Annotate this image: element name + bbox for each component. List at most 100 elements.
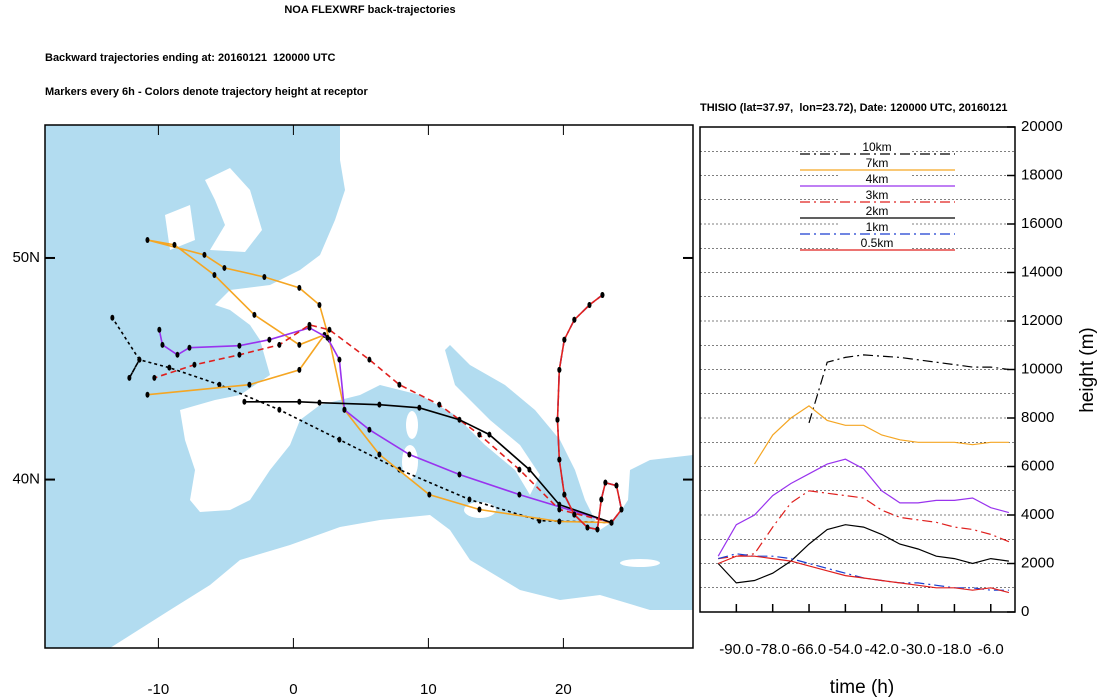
line-series — [717, 458, 1010, 557]
figure-title: NOA FLEXWRF back-trajectories — [284, 4, 455, 16]
trajectory-marker — [562, 491, 567, 498]
x-tick-label: 10 — [420, 681, 437, 698]
trajectory-marker — [367, 426, 372, 433]
trajectory-marker — [327, 326, 332, 333]
x-axis-label: time (h) — [830, 677, 894, 698]
y-tick-label: 18000 — [1021, 166, 1063, 183]
trajectory-marker — [457, 471, 462, 478]
trajectory-marker — [599, 496, 604, 503]
y-tick-label: 8000 — [1021, 409, 1054, 426]
legend-background — [852, 143, 902, 152]
y-tick-label: 2000 — [1021, 554, 1054, 571]
legend-label: 0.5km — [861, 236, 894, 250]
trajectory-marker — [242, 398, 247, 405]
trajectory-marker — [237, 351, 242, 358]
y-tick-label: 0 — [1021, 603, 1029, 620]
y-tick-label: 10000 — [1021, 360, 1063, 377]
x-tick-label: -30.0 — [901, 641, 935, 658]
legend-label: 4km — [866, 172, 889, 186]
x-tick-label: -78.0 — [756, 641, 790, 658]
trajectory-marker — [557, 518, 562, 525]
y-axis-label: height (m) — [1077, 327, 1098, 413]
trajectory-marker — [572, 316, 577, 323]
trajectory-marker — [437, 401, 442, 408]
trajectory-marker — [377, 401, 382, 408]
trajectory-marker — [152, 374, 157, 381]
trajectory-marker — [517, 466, 522, 473]
trajectory-marker — [167, 364, 172, 371]
legend-background — [852, 223, 902, 232]
legend-label: 3km — [866, 188, 889, 202]
y-tick-label: 40N — [12, 471, 40, 488]
trajectory — [244, 401, 612, 524]
trajectory-marker — [367, 356, 372, 363]
trajectory-marker — [377, 451, 382, 458]
trajectory — [556, 294, 623, 531]
trajectory-marker — [277, 341, 282, 348]
trajectory-marker — [297, 341, 302, 348]
trajectory-marker — [572, 511, 577, 518]
land-ireland — [165, 205, 195, 250]
land-corsica — [406, 411, 418, 439]
trajectory-marker — [187, 344, 192, 351]
land-africa — [110, 515, 693, 648]
legend-label: 7km — [866, 156, 889, 170]
trajectory-marker — [585, 524, 590, 531]
trajectory-marker — [145, 391, 150, 398]
trajectory-marker — [477, 431, 482, 438]
trajectory-marker — [527, 466, 532, 473]
panel-title: THISIO (lat=37.97, lon=23.72), Date: 120… — [700, 102, 1008, 114]
map-frame — [44, 124, 694, 649]
trajectory-marker — [247, 381, 252, 388]
trajectory-marker — [609, 519, 614, 526]
x-tick-label: 0 — [289, 681, 297, 698]
x-tick-label: 20 — [555, 681, 572, 698]
x-tick-label: -10 — [148, 681, 170, 698]
x-tick-label: -54.0 — [828, 641, 862, 658]
trajectory-marker — [137, 356, 142, 363]
y-tick-label: 50N — [12, 249, 40, 266]
trajectory-marker — [555, 416, 560, 423]
x-tick-label: -18.0 — [937, 641, 971, 658]
trajectory-marker — [619, 506, 624, 513]
y-tick-label: 14000 — [1021, 263, 1063, 280]
trajectory-marker — [160, 341, 165, 348]
legend-background — [852, 191, 902, 200]
legend-background — [852, 207, 902, 216]
legend-label: 2km — [866, 204, 889, 218]
trajectory-marker — [562, 336, 567, 343]
y-tick-label: 20000 — [1021, 118, 1063, 135]
line-series — [753, 405, 1009, 465]
x-tick-label: -90.0 — [719, 641, 753, 658]
trajectory-marker — [317, 301, 322, 308]
x-tick-label: -42.0 — [865, 641, 899, 658]
legend-background — [852, 175, 902, 184]
legend-label: 10km — [862, 140, 891, 154]
trajectory-marker — [407, 451, 412, 458]
trajectory-marker — [614, 482, 619, 489]
trajectory-marker — [337, 356, 342, 363]
land-europe — [180, 125, 693, 530]
legend-label: 1km — [866, 220, 889, 234]
trajectory-marker — [222, 264, 227, 271]
trajectory-marker — [557, 506, 562, 513]
trajectory-marker — [262, 274, 267, 281]
trajectory-marker — [325, 334, 330, 341]
trajectory-marker — [317, 399, 322, 406]
trajectory-marker — [427, 491, 432, 498]
trajectory-marker — [487, 431, 492, 438]
trajectory-marker — [202, 251, 207, 258]
x-tick-label: -66.0 — [792, 641, 826, 658]
trajectory-marker — [600, 291, 605, 298]
trajectory-marker — [457, 416, 462, 423]
map-background — [45, 125, 693, 648]
y-tick-label: 16000 — [1021, 215, 1063, 232]
trajectory-marker — [337, 436, 342, 443]
note: Markers every 6h - Colors denote traject… — [45, 86, 368, 98]
trajectory-marker — [217, 381, 222, 388]
trajectory-marker — [175, 351, 180, 358]
trajectory-marker — [237, 342, 242, 349]
trajectory-marker — [212, 272, 217, 279]
